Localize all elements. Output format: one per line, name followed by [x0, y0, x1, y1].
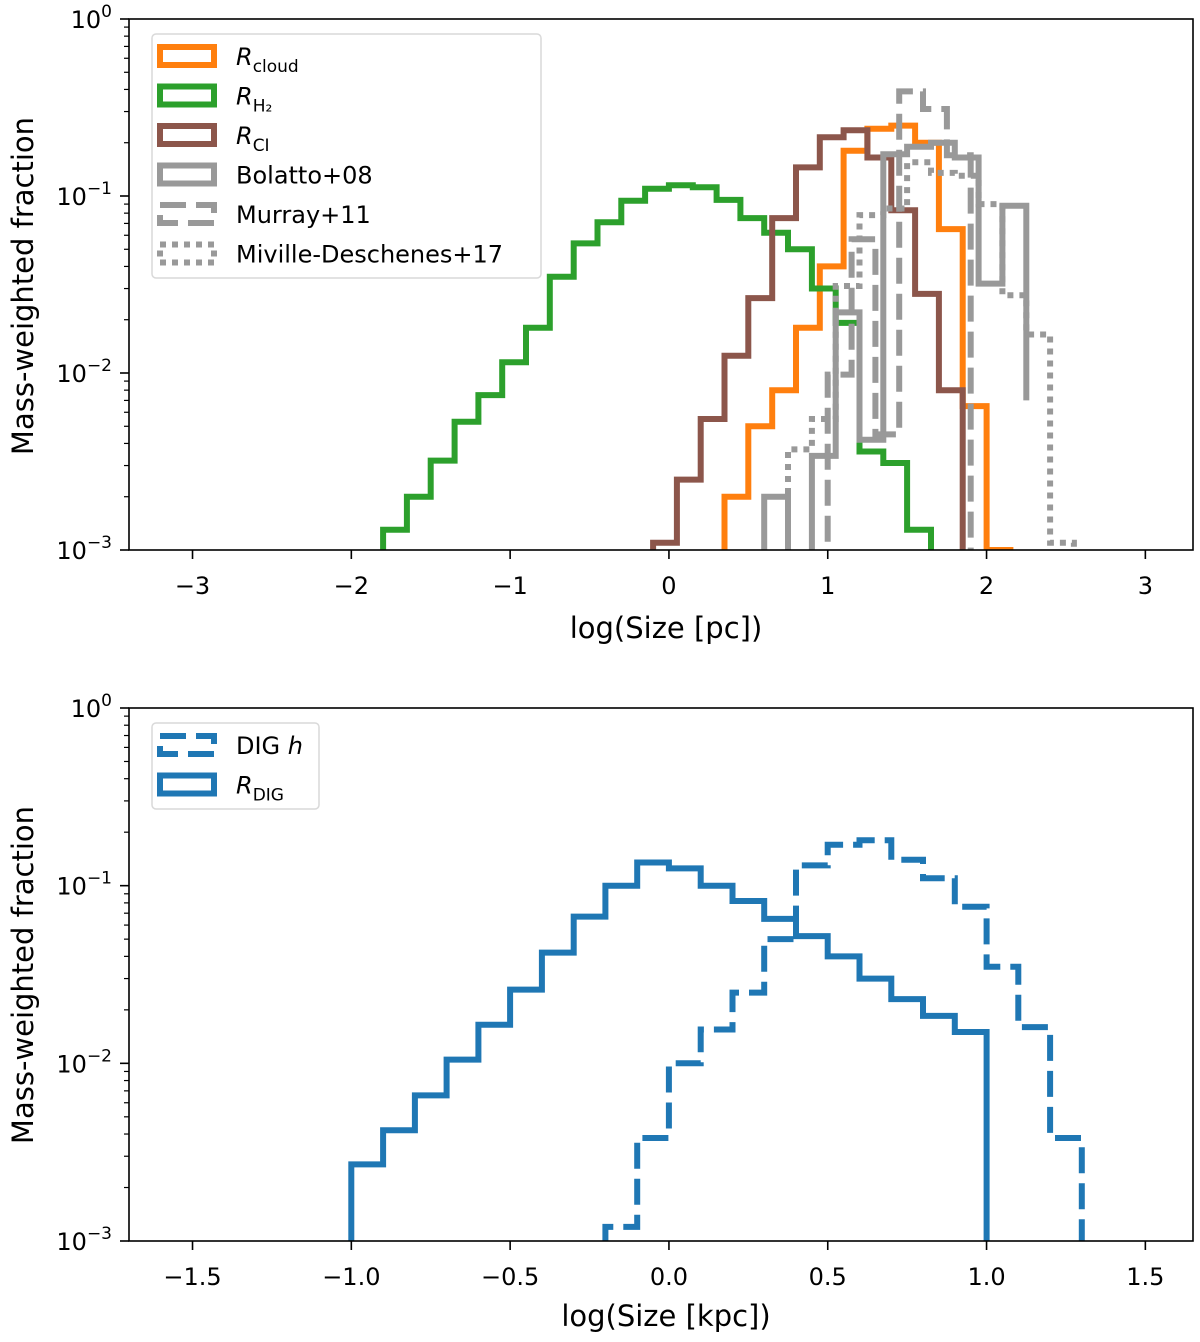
legend-box — [151, 33, 542, 279]
series-r-ci-line — [650, 127, 966, 550]
x-tick-label: 1.0 — [967, 1263, 1005, 1291]
y-tick-label: 10−3 — [56, 1224, 112, 1256]
legend-label: Rcloud — [236, 43, 299, 77]
y-tick-label: 10−1 — [56, 179, 112, 211]
y-ticks: 10−3 10−2 10−1 100 — [56, 691, 129, 1256]
legend-handle — [157, 241, 217, 266]
legend: DIG h RDIG — [151, 722, 320, 810]
legend-label: Murray+11 — [236, 201, 371, 229]
y-tick-label: 100 — [71, 691, 112, 723]
series-miville-deschenes-17-line — [785, 159, 1077, 550]
y-ticks: 10−3 10−2 10−1 100 — [56, 2, 129, 565]
legend-label: Miville-Deschenes+17 — [236, 241, 503, 269]
x-tick-label: 0.0 — [650, 1263, 688, 1291]
x-tick-label: −1.5 — [163, 1263, 221, 1291]
x-tick-label: 0.5 — [809, 1263, 847, 1291]
x-tick-label: −3 — [175, 572, 210, 600]
legend-label: Bolatto+08 — [236, 162, 373, 190]
series-r-cloud-line — [721, 122, 1014, 550]
x-tick-label: 1 — [820, 572, 835, 600]
x-tick-label: 0 — [661, 572, 676, 600]
x-tick-label: 3 — [1138, 572, 1153, 600]
legend-box — [151, 722, 320, 810]
series-r-dig-line — [348, 859, 990, 1241]
legend: Rcloud RH₂ RCI Bolatto+08 Murray+11 Miville-D… — [151, 33, 542, 279]
chart-top-size-pc: −3 −2 −1 0 1 2 3 10−3 10−2 10−1 100 log(Size [pc]… — [6, 2, 1194, 645]
legend-handle — [157, 772, 217, 797]
legend-handle — [157, 162, 217, 187]
chart-bottom-size-kpc: −1.5 −1.0 −0.5 0.0 0.5 1.0 1.5 10−3 10−2 10−1 100… — [6, 691, 1194, 1333]
legend-handle — [157, 44, 217, 68]
x-tick-label: −1.0 — [322, 1263, 380, 1291]
series-dig-h-line — [602, 837, 1085, 1241]
series-bolatto-08-line — [761, 139, 1030, 550]
axes-spines — [128, 707, 1194, 1242]
x-axis-label: log(Size [pc]) — [570, 611, 763, 645]
y-tick-label: 10−2 — [56, 356, 112, 388]
plot-area — [348, 837, 1085, 1241]
legend-label: RH₂ — [236, 83, 272, 117]
x-ticks: −1.5 −1.0 −0.5 0.0 0.5 1.0 1.5 — [163, 1241, 1164, 1291]
legend-label: DIG h — [236, 732, 303, 760]
series-murray-11-line — [824, 88, 974, 550]
y-tick-label: 10−2 — [56, 1046, 112, 1078]
y-tick-label: 10−3 — [56, 533, 112, 565]
x-tick-label: −2 — [334, 572, 369, 600]
x-ticks: −3 −2 −1 0 1 2 3 — [175, 550, 1153, 600]
legend-label: RCI — [236, 122, 270, 156]
y-axis-label: Mass-weighted fraction — [6, 806, 40, 1144]
x-tick-label: −1 — [492, 572, 527, 600]
x-tick-label: −0.5 — [481, 1263, 539, 1291]
y-axis-label: Mass-weighted fraction — [6, 117, 40, 455]
legend-label: RDIG — [236, 772, 284, 806]
x-tick-label: 1.5 — [1126, 1263, 1164, 1291]
y-tick-label: 100 — [71, 2, 112, 34]
plot-area — [380, 88, 1077, 550]
legend-handle — [157, 83, 217, 108]
axes-frame — [128, 707, 1194, 1242]
y-tick-label: 10−1 — [56, 869, 112, 901]
x-axis-label: log(Size [kpc]) — [561, 1299, 770, 1333]
x-tick-label: 2 — [979, 572, 994, 600]
axes-frame — [128, 18, 1194, 551]
axes-spines — [128, 18, 1194, 551]
legend-handle — [157, 123, 217, 147]
